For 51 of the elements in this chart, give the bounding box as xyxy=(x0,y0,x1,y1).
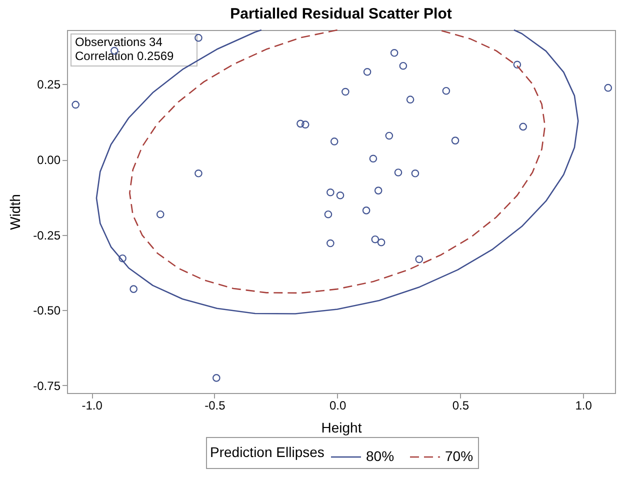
x-axis-title: Height xyxy=(321,420,362,436)
point xyxy=(406,96,414,104)
point xyxy=(374,186,382,194)
point xyxy=(604,84,612,92)
x-tick-label: 1.0 xyxy=(575,398,592,412)
legend-label: 70% xyxy=(445,448,474,464)
point xyxy=(390,48,398,57)
point xyxy=(394,168,402,176)
x-tick-label: 0.0 xyxy=(329,398,346,412)
chart-title: Partialled Residual Scatter Plot xyxy=(230,5,452,22)
point xyxy=(513,60,522,69)
y-tick-label: -0.25 xyxy=(33,228,61,242)
point xyxy=(415,255,424,264)
point xyxy=(326,239,334,248)
point xyxy=(194,34,202,42)
point xyxy=(377,238,386,246)
y-axis-title: Width xyxy=(7,194,24,230)
point xyxy=(519,122,527,131)
point xyxy=(194,169,202,178)
annotation: Correlation 0.2569 xyxy=(75,49,174,63)
point xyxy=(330,138,338,146)
point xyxy=(130,285,138,293)
point xyxy=(362,206,370,214)
x-tick-label: -0.5 xyxy=(204,398,226,412)
point xyxy=(118,254,126,262)
point xyxy=(296,120,304,128)
point xyxy=(342,88,350,96)
point xyxy=(385,132,394,140)
y-tick-label: 0.00 xyxy=(37,153,61,168)
point xyxy=(72,100,80,109)
point xyxy=(326,188,334,196)
point xyxy=(371,235,380,244)
annotation: Observations 34 xyxy=(75,35,163,49)
legend-title: Prediction Ellipses xyxy=(210,444,324,460)
point xyxy=(442,86,450,95)
point xyxy=(411,169,420,178)
point xyxy=(399,62,408,70)
point xyxy=(301,120,310,128)
y-tick-label: 0.25 xyxy=(37,78,61,92)
y-tick-label: -0.75 xyxy=(33,378,61,393)
legend-label: 80% xyxy=(366,448,394,464)
point xyxy=(451,136,460,144)
y-tick-label: -0.50 xyxy=(33,304,61,318)
point xyxy=(212,374,220,382)
point xyxy=(363,68,372,76)
x-tick-label: -1.0 xyxy=(82,398,103,412)
point xyxy=(324,210,332,218)
x-tick-label: 0.5 xyxy=(452,398,470,412)
point xyxy=(369,154,378,163)
point xyxy=(156,210,164,218)
point xyxy=(336,191,344,200)
